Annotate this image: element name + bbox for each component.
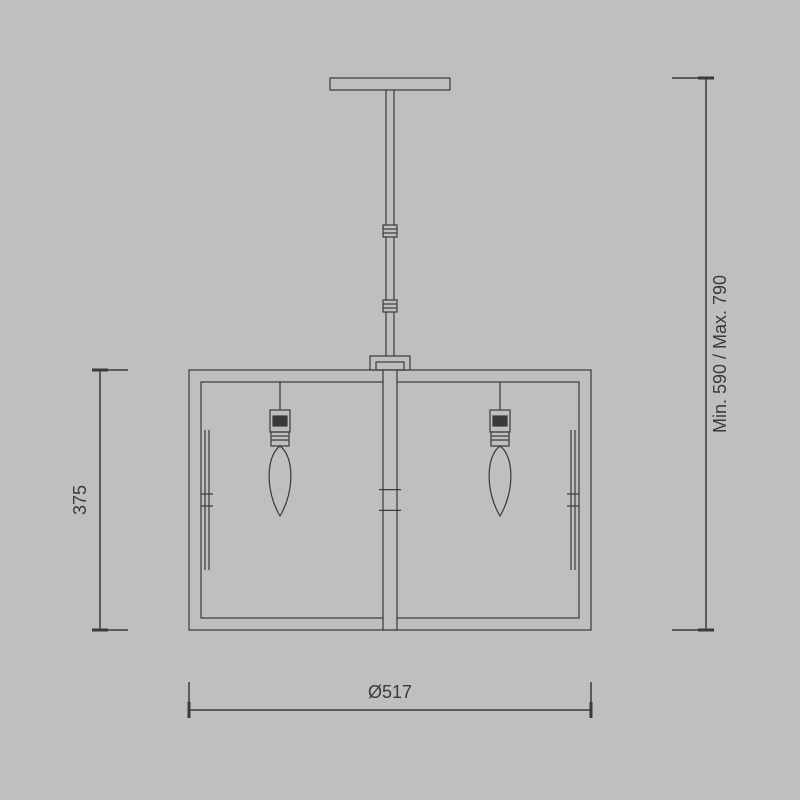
technical-drawing: 375 Ø517 Min. 590 / Max. 790 [0, 0, 800, 800]
dimension-height-label: 375 [70, 485, 90, 515]
ceiling-plate [330, 78, 450, 90]
dimension-width-label: Ø517 [368, 682, 412, 702]
dimension-total-height-label: Min. 590 / Max. 790 [710, 275, 730, 433]
